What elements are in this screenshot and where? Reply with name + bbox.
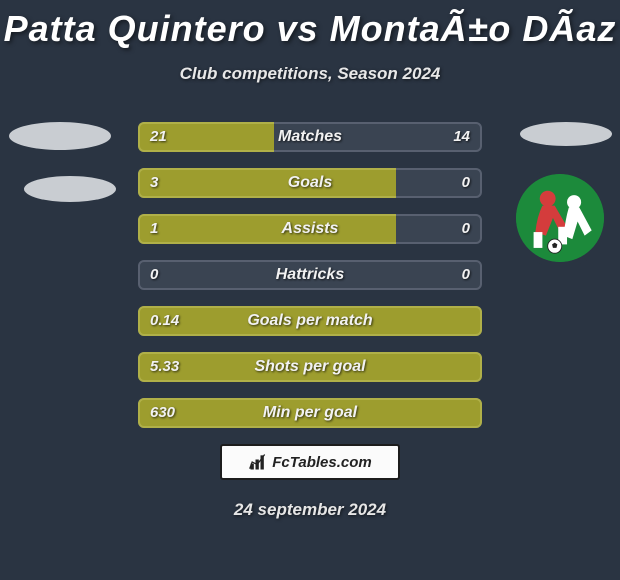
player-right-avatar-placeholder [520, 122, 612, 146]
stat-row: 3Goals0 [138, 168, 482, 198]
stat-bars-container: 21Matches143Goals01Assists00Hattricks00.… [138, 122, 482, 428]
bar-chart-icon [248, 452, 268, 472]
stat-label: Min per goal [140, 400, 480, 426]
fctables-label: FcTables.com [272, 454, 371, 471]
stat-label: Shots per goal [140, 354, 480, 380]
stat-label: Hattricks [140, 262, 480, 288]
season-subtitle: Club competitions, Season 2024 [0, 64, 620, 84]
player-right-club-logo [510, 168, 610, 268]
stat-value-right: 0 [462, 262, 470, 288]
snapshot-date: 24 september 2024 [0, 500, 620, 520]
stats-area: 21Matches143Goals01Assists00Hattricks00.… [0, 122, 620, 428]
soccer-players-icon [516, 174, 604, 262]
stat-label: Assists [140, 216, 480, 242]
stat-label: Matches [140, 124, 480, 150]
stat-label: Goals [140, 170, 480, 196]
stat-row: 1Assists0 [138, 214, 482, 244]
stat-row: 630Min per goal [138, 398, 482, 428]
stat-row: 5.33Shots per goal [138, 352, 482, 382]
stat-row: 0.14Goals per match [138, 306, 482, 336]
fctables-badge[interactable]: FcTables.com [220, 444, 400, 480]
comparison-title: Patta Quintero vs MontaÃ±o DÃ­az [0, 0, 620, 50]
stat-row: 0Hattricks0 [138, 260, 482, 290]
stat-value-right: 0 [462, 170, 470, 196]
player-left-avatar-placeholder-1 [9, 122, 111, 150]
stat-value-right: 14 [453, 124, 470, 150]
stat-label: Goals per match [140, 308, 480, 334]
stat-value-right: 0 [462, 216, 470, 242]
player-left-avatar-placeholder-2 [24, 176, 116, 202]
stat-row: 21Matches14 [138, 122, 482, 152]
